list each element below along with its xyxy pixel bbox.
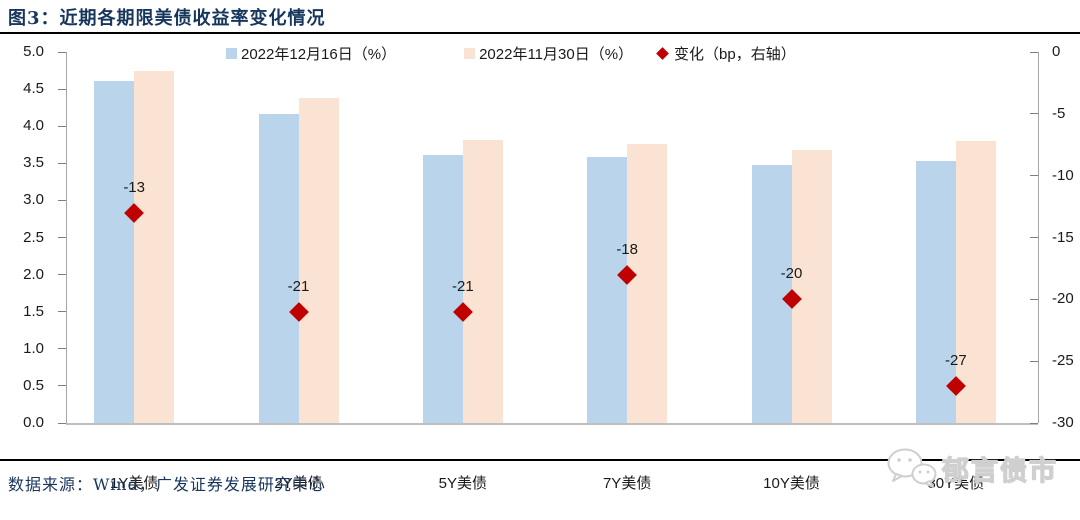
wechat-icon (887, 448, 937, 488)
bar-series1 (422, 155, 463, 423)
bar-series1 (751, 164, 792, 423)
left-axis-tick (58, 88, 66, 90)
right-axis-tick-label: -20 (1052, 290, 1074, 308)
bar-series2 (627, 144, 668, 423)
left-axis-tick (58, 237, 66, 238)
right-axis-tick-label: -25 (1052, 352, 1074, 370)
x-axis-baseline (66, 423, 1038, 425)
right-axis-tick-label: -30 (1052, 414, 1074, 431)
legend-diamond-icon (656, 46, 669, 60)
right-axis-tick-label: -5 (1052, 104, 1066, 122)
bar-series1 (94, 80, 135, 423)
right-axis-tick-label: 0 (1052, 43, 1061, 60)
right-axis-tick (1030, 113, 1038, 115)
left-axis-tick-label: 1.5 (23, 302, 44, 320)
left-axis-tick-label: 4.0 (23, 117, 44, 135)
bar-series2 (462, 139, 503, 423)
right-axis-tick (1030, 360, 1038, 362)
change-value-label: -21 (451, 277, 474, 295)
left-axis-tick (58, 385, 66, 387)
left-axis-tick-label: 0.5 (23, 376, 44, 394)
right-axis-tick (1030, 422, 1038, 424)
bar-series2 (955, 141, 996, 423)
left-axis-tick (58, 199, 66, 201)
left-axis-tick-label: 2.5 (23, 228, 44, 246)
chart-area: 5.0 4.5 4.0 3.5 3.0 2.5 2.0 1.5 1.0 0.5 0.0 0 -5 -10 -… (0, 36, 1080, 492)
x-axis-category-label: 2Y美债 (274, 475, 323, 492)
left-axis-tick (58, 162, 66, 164)
left-axis-tick (58, 422, 66, 424)
left-axis-tick (58, 311, 66, 313)
bar-series1 (587, 157, 628, 423)
bar-series1 (258, 113, 299, 423)
footer-divider (0, 459, 1080, 461)
right-axis-tick-label: -10 (1052, 166, 1074, 184)
left-axis-tick-label: 3.0 (23, 191, 44, 209)
bar-series2 (134, 71, 175, 423)
bar-series1 (915, 161, 956, 423)
legend-swatch-peach (464, 47, 476, 59)
left-axis-tick (58, 125, 66, 127)
source-note: 数据来源：Wind，广发证券发展研究中心 (8, 475, 326, 494)
left-axis-tick (58, 348, 66, 350)
left-axis-tick-label: 2.0 (23, 265, 44, 283)
bar-series2 (298, 98, 339, 423)
watermark-text: 郁言债市 (941, 455, 1058, 486)
change-value-label: -20 (780, 265, 803, 283)
watermark: 郁言债市 (886, 446, 1058, 490)
legend-swatch-blue (226, 47, 237, 59)
legend-item-series2: 2022年11月30日（%） (464, 43, 633, 64)
legend-item-series1: 2022年12月16日（%） (226, 43, 396, 64)
x-axis-category-label: 1Y美债 (109, 475, 159, 492)
x-axis-category-label: 30Y美债 (927, 475, 985, 492)
left-axis-tick-label: 3.5 (23, 154, 44, 172)
figure-title: 图3：近期各期限美债收益率变化情况 (8, 8, 326, 29)
left-axis-tick-label: 1.0 (23, 339, 44, 357)
change-value-label: -18 (616, 240, 638, 258)
right-axis-tick (1030, 298, 1038, 300)
legend-label-series3: 变化（bp，右轴） (674, 45, 796, 63)
bar-series2 (791, 149, 832, 423)
left-axis-tick (58, 51, 66, 53)
right-axis-tick (1030, 237, 1038, 238)
title-divider (0, 32, 1080, 34)
legend-item-series3: 变化（bp，右轴） (655, 43, 796, 64)
legend-label-series2: 2022年11月30日（%） (479, 45, 634, 63)
change-value-label: -21 (287, 277, 310, 295)
left-axis-tick-label: 5.0 (23, 43, 44, 60)
x-axis-category-label: 10Y美债 (763, 475, 820, 492)
right-axis-tick-label: -15 (1052, 228, 1074, 246)
left-axis-line (66, 52, 67, 423)
x-axis-category-label: 7Y美债 (602, 475, 652, 492)
x-axis-category-label: 5Y美债 (438, 475, 487, 492)
right-axis-line (1038, 52, 1039, 423)
right-axis-tick (1030, 175, 1038, 177)
left-axis-tick-label: 4.5 (23, 80, 44, 98)
change-value-label: -13 (123, 178, 145, 196)
left-axis-tick (58, 274, 66, 276)
legend-label-series1: 2022年12月16日（%） (241, 45, 397, 63)
change-value-label: -27 (944, 351, 967, 369)
chart-legend: 2022年12月16日（%） 2022年11月30日（%） 变化（bp，右轴） (226, 43, 796, 64)
left-axis-tick-label: 0.0 (23, 414, 44, 431)
right-axis-tick (1030, 51, 1038, 53)
